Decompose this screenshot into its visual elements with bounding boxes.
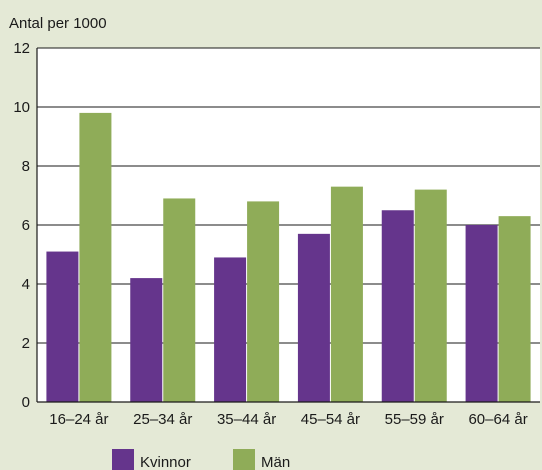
gridlines bbox=[37, 47, 540, 344]
bar-kvinnor bbox=[381, 210, 414, 402]
legend-label: Män bbox=[261, 454, 290, 470]
legend-label: Kvinnor bbox=[140, 454, 191, 470]
bars bbox=[46, 112, 531, 403]
y-tick-label: 0 bbox=[22, 394, 30, 411]
legend: Kvinnor Män bbox=[112, 449, 290, 470]
x-tick-label: 16–24 år bbox=[49, 411, 108, 428]
y-unit-label: Antal per 1000 bbox=[9, 15, 107, 32]
bar-m-n bbox=[498, 216, 531, 402]
legend-swatch bbox=[233, 449, 255, 470]
y-tick-label: 8 bbox=[22, 158, 30, 175]
bar-kvinnor bbox=[46, 251, 79, 402]
y-tick-label: 10 bbox=[13, 99, 30, 116]
y-tick-label: 12 bbox=[13, 40, 30, 57]
bar-m-n bbox=[79, 112, 112, 403]
x-tick-label: 55–59 år bbox=[385, 411, 444, 428]
x-tick-label: 60–64 år bbox=[468, 411, 527, 428]
y-tick-label: 2 bbox=[22, 335, 30, 352]
bar-m-n bbox=[247, 201, 280, 402]
y-tick-label: 6 bbox=[22, 217, 30, 234]
bar-kvinnor bbox=[214, 257, 247, 402]
y-tick-labels: 0 2 4 6 8 10 12 bbox=[13, 40, 30, 411]
x-tick-label: 25–34 år bbox=[133, 411, 192, 428]
legend-swatch bbox=[112, 449, 134, 470]
y-tick-label: 4 bbox=[22, 276, 30, 293]
axes bbox=[36, 48, 540, 403]
bar-kvinnor bbox=[297, 233, 330, 402]
bar-m-n bbox=[163, 198, 196, 402]
bar-m-n bbox=[414, 189, 447, 402]
x-tick-labels: 16–24 år 25–34 år 35–44 år 45–54 år 55–59 år… bbox=[49, 411, 527, 428]
x-tick-label: 45–54 år bbox=[301, 411, 360, 428]
bar-kvinnor bbox=[130, 278, 163, 402]
bar-m-n bbox=[330, 186, 363, 402]
x-tick-label: 35–44 år bbox=[217, 411, 276, 428]
bar-kvinnor bbox=[465, 225, 498, 402]
